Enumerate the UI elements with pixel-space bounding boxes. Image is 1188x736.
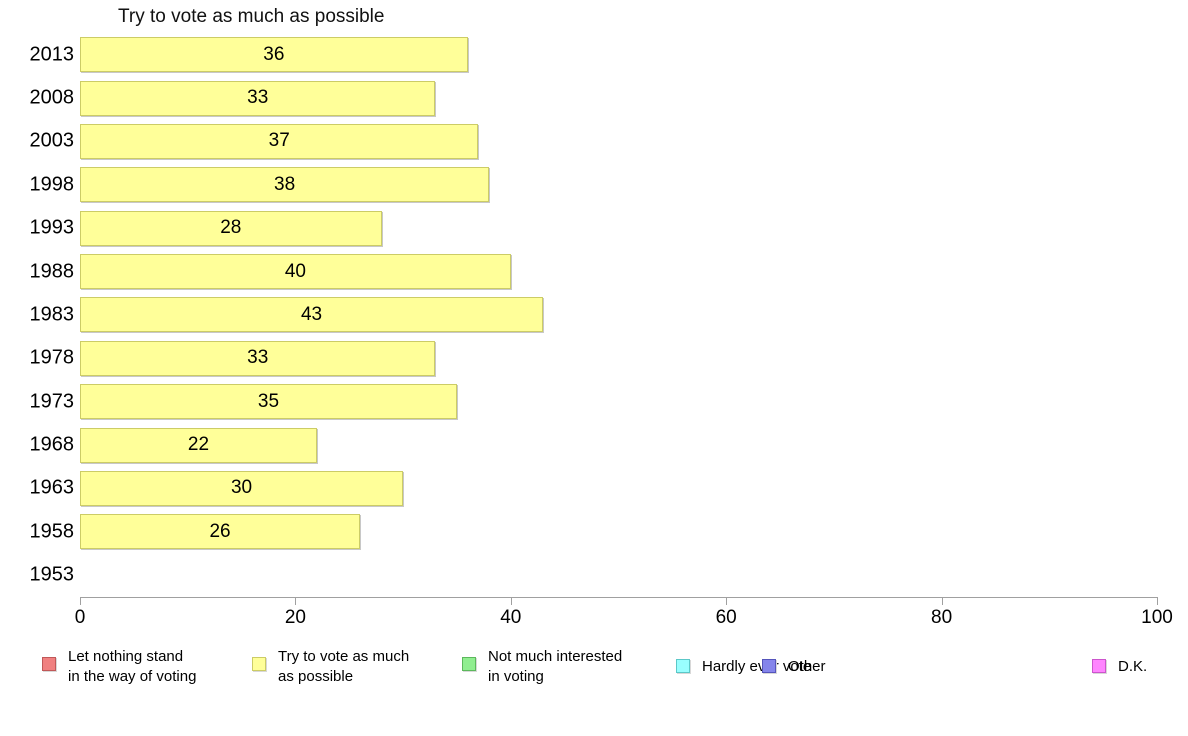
chart-row: 1993 28 [0,207,1188,250]
year-label: 1958 [29,520,75,543]
chart-row: 1958 26 [0,510,1188,553]
bar-1988: 40 [80,254,511,290]
legend: Let nothing stand in the way of voting Try… [0,645,1188,695]
year-label: 2008 [29,86,75,109]
bar-1983: 43 [80,297,544,333]
bar-value-label: 28 [220,217,242,239]
x-tick-label: 80 [931,607,953,628]
x-tick [510,597,512,605]
legend-label-line: as possible [278,668,354,685]
legend-swatch-icon [462,657,476,671]
chart-row: 1968 22 [0,423,1188,466]
bar-1978: 33 [80,340,436,376]
year-label: 1978 [29,346,75,369]
chart-row: 2003 37 [0,120,1188,163]
x-tick [1157,597,1158,605]
year-label: 1983 [29,303,75,326]
year-label: 1998 [29,173,75,196]
bar-value-label: 22 [187,434,210,456]
x-tick-label: 0 [74,607,86,628]
x-tick [941,597,943,605]
chart-row: 2013 36 [0,33,1188,76]
bar-value-label: 43 [300,303,323,325]
x-tick [295,597,297,605]
legend-label-line: Hardly ever vote [702,658,812,675]
bar-value-label: 38 [274,173,296,195]
legend-label: Other [788,657,826,677]
bar-1973: 35 [80,384,457,420]
chart-rows: 2013 36 2008 33 2003 37 1998 38 1993 28 1988 40 1983… [0,33,1188,597]
legend-label-line: Try to vote as much [278,648,410,665]
legend-label-line: Let nothing stand [68,648,184,665]
year-label: 1973 [29,390,75,413]
legend-label: Try to vote as much as possible [278,647,409,687]
legend-label-line: Not much interested [488,648,623,665]
legend-label-line: D.K. [1118,658,1148,675]
bar-2008: 33 [80,80,436,116]
x-tick [80,597,81,605]
x-tick-label: 20 [284,607,306,628]
x-tick-label: 100 [1141,607,1173,628]
legend-label: Not much interested in voting [488,647,622,687]
legend-label-line: Other [788,658,826,675]
year-label: 1963 [29,476,75,499]
bar-1993: 28 [80,210,382,246]
bar-value-label: 36 [263,43,285,65]
legend-label-line: in the way of voting [68,668,197,685]
chart-row: 1998 38 [0,163,1188,206]
year-label: 1953 [29,563,75,586]
legend-swatch-icon [1092,659,1106,673]
bar-value-label: 30 [230,477,253,499]
legend-swatch-icon [676,659,690,673]
legend-label-line: in voting [488,668,544,685]
legend-swatch-icon [42,657,56,671]
bar-2003: 37 [80,123,479,159]
chart-row: 1973 35 [0,380,1188,423]
legend-swatch-icon [252,657,266,671]
bar-1968: 22 [80,427,317,463]
bar-2013: 36 [80,37,468,73]
chart-title: Try to vote as much as possible [118,6,385,27]
year-label: 2003 [29,129,75,152]
chart-row: 1978 33 [0,337,1188,380]
year-label: 1988 [29,260,75,283]
bar-1958: 26 [80,514,361,550]
chart-row: 1988 40 [0,250,1188,293]
bar-value-label: 37 [268,130,290,152]
bar-value-label: 35 [257,390,280,412]
legend-swatch-icon [762,659,776,673]
legend-label: Let nothing stand in the way of voting [68,647,196,687]
chart-row: 2008 33 [0,76,1188,119]
x-tick [726,597,728,605]
x-axis-line [80,597,1158,598]
bar-value-label: 33 [247,87,269,109]
year-label: 2013 [29,43,75,66]
year-label: 1968 [29,433,75,456]
legend-label: Hardly ever vote [702,657,811,677]
x-tick-label: 60 [715,607,737,628]
x-tick-label: 40 [500,607,522,628]
bar-value-label: 40 [284,260,306,282]
bar-1963: 30 [80,470,404,506]
chart-row: 1963 30 [0,467,1188,510]
year-label: 1993 [29,216,75,239]
bar-value-label: 33 [247,347,269,369]
legend-label: D.K. [1118,657,1147,677]
chart-row: 1983 43 [0,293,1188,336]
bar-value-label: 26 [209,520,231,542]
chart-row: 1953 [0,554,1188,597]
bar-1998: 38 [80,167,490,203]
